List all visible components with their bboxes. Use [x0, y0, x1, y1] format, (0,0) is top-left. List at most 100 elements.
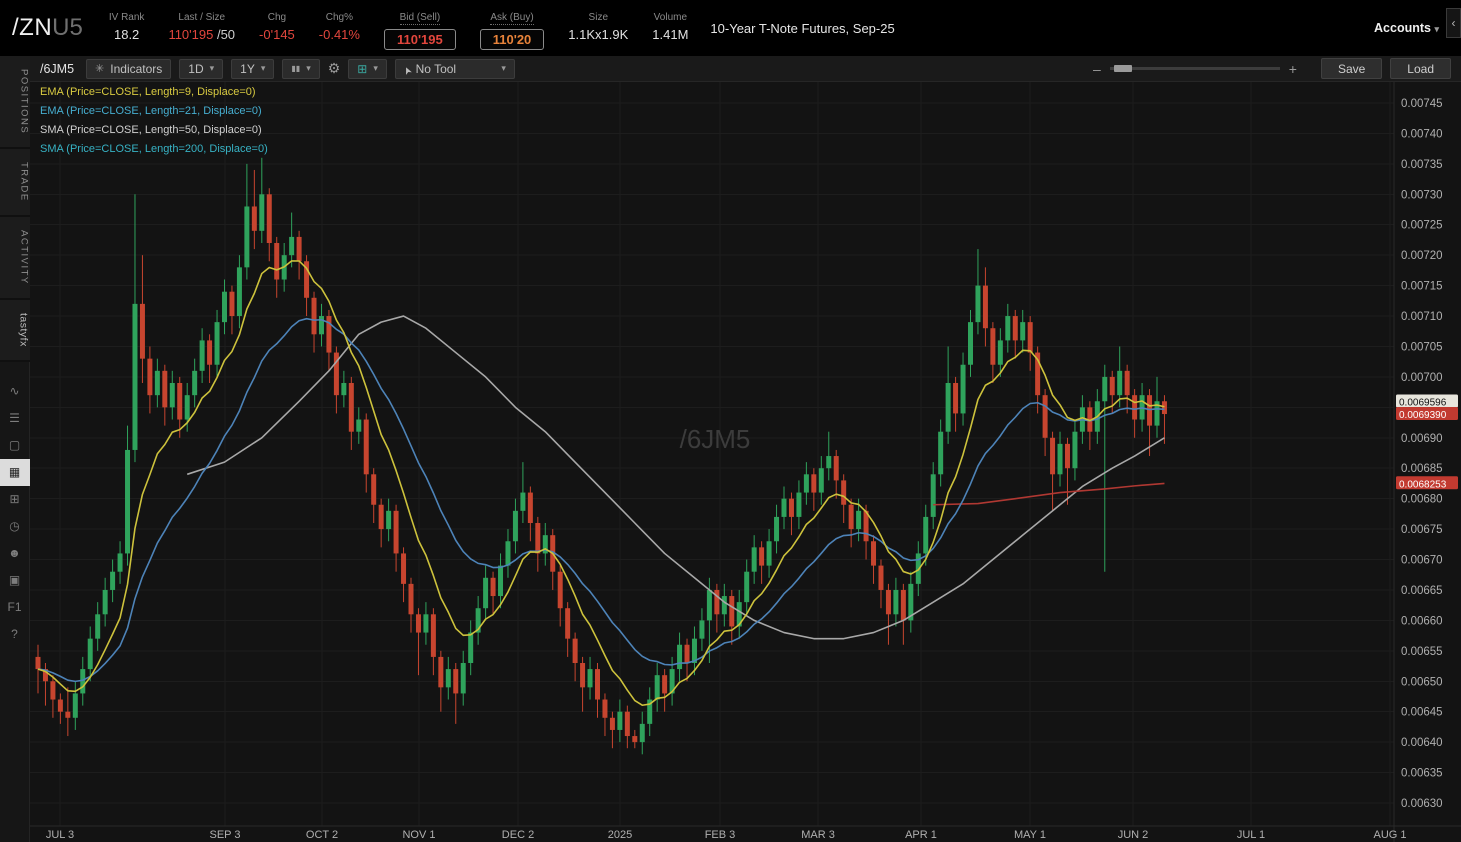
zoom-in-button[interactable]: + [1288, 60, 1297, 77]
price-tag-value: 0.0069596 [1399, 398, 1447, 409]
svg-text:0.00650: 0.00650 [1401, 676, 1443, 688]
bid-field: Bid (Sell) 110'195 [383, 6, 456, 50]
volume-label: Volume [653, 12, 688, 23]
svg-text:0.00670: 0.00670 [1401, 555, 1443, 567]
range-dropdown[interactable]: 1Y ▾ [231, 58, 275, 79]
size-field: Size 1.1Kx1.9K [568, 6, 628, 42]
active-chart-icon[interactable]: ▦ [0, 458, 30, 486]
collapse-right-panel-button[interactable]: ‹ [1446, 8, 1461, 38]
indicator-line [933, 482, 1165, 506]
sidebar-tab-tastyfx[interactable]: tastyfx [0, 299, 30, 362]
indicator-line [37, 317, 1165, 683]
platform-box-icon[interactable]: ▣ [8, 573, 21, 588]
chevron-down-icon: ▾ [373, 63, 378, 73]
price-chart[interactable]: /6JM5 0.00745 0.00740 0.00735 0.00730 0.00725… [30, 82, 1461, 842]
indicator-label[interactable]: EMA (Price=CLOSE, Length=21, Displace=0) [40, 105, 262, 117]
ask-field: Ask (Buy) 110'20 [479, 6, 545, 50]
svg-text:JUL 3: JUL 3 [46, 829, 74, 841]
svg-text:JUL 1: JUL 1 [1237, 829, 1265, 841]
svg-text:FEB 3: FEB 3 [705, 829, 736, 841]
svg-text:0.00630: 0.00630 [1401, 798, 1443, 810]
sidebar-tab-positions[interactable]: POSITIONS [0, 56, 30, 150]
header-right: Accounts ▾ [1374, 21, 1439, 35]
accounts-menu[interactable]: Accounts ▾ [1374, 21, 1439, 35]
svg-text:NOV 1: NOV 1 [402, 829, 435, 841]
quote-fields: IV Rank 18.2 Last / Size 110'195 /50 Chg… [108, 6, 688, 50]
price-axis[interactable]: 0.00745 0.00740 0.00735 0.00730 0.00725 0.007… [1401, 98, 1443, 810]
zoom-slider-handle[interactable] [1113, 65, 1132, 72]
volume-value: 1.41M [652, 27, 689, 42]
svg-text:0.00700: 0.00700 [1401, 372, 1443, 384]
chart-watermark: /6JM5 [680, 424, 751, 454]
svg-text:2025: 2025 [608, 829, 632, 841]
orders-icon[interactable]: ▢ [8, 438, 21, 453]
compare-grid-icon: ⊞ [357, 61, 368, 76]
chg-pct-field: Chg% -0.41% [319, 6, 360, 42]
iv-rank-label: IV Rank [108, 12, 145, 23]
help-icon[interactable]: ? [11, 627, 18, 642]
sidebar-tab-trade[interactable]: TRADE [0, 149, 30, 217]
zoom-out-button[interactable]: – [1092, 60, 1101, 77]
dashboard-icon[interactable]: ⊞ [9, 492, 20, 507]
symbol-title: /ZN U5 [12, 14, 83, 42]
last-trade-size: /50 [216, 27, 236, 42]
indicators-button[interactable]: ✳ Indicators [86, 58, 172, 79]
last-size-field: Last / Size 110'195 /50 [168, 6, 235, 42]
chevron-down-icon: ▾ [501, 63, 506, 73]
svg-text:0.00735: 0.00735 [1401, 159, 1443, 171]
svg-text:0.00730: 0.00730 [1401, 189, 1443, 201]
svg-text:0.00645: 0.00645 [1401, 707, 1443, 719]
f1-key-icon[interactable]: F1 [7, 600, 22, 615]
chg-pct-value: -0.41% [318, 27, 360, 42]
price-tag-value: 0.0068253 [1399, 479, 1447, 490]
indicator-label[interactable]: EMA (Price=CLOSE, Length=9, Displace=0) [40, 86, 256, 98]
chart-type-dropdown[interactable]: ▮▮ ▾ [282, 58, 320, 79]
load-button[interactable]: Load [1390, 58, 1451, 79]
indicator-star-icon: ✳ [95, 63, 105, 75]
left-sidebar: POSITIONS TRADE ACTIVITY tastyfx ∿ ☰ ▢ ▦ ⊞ ◷ ☻… [0, 56, 30, 842]
drawing-tool-dropdown[interactable]: ➤ No Tool ▾ [394, 58, 515, 79]
instrument-description: 10-Year T-Note Futures, Sep-25 [710, 20, 895, 36]
price-tag [1396, 394, 1458, 408]
svg-text:OCT 2: OCT 2 [306, 829, 338, 841]
chg-value: -0'145 [259, 27, 295, 42]
indicator-line [37, 260, 1165, 707]
svg-text:SEP 3: SEP 3 [210, 829, 241, 841]
zoom-slider[interactable] [1109, 65, 1280, 72]
chevron-down-icon: ▾ [209, 63, 215, 73]
svg-text:0.00635: 0.00635 [1401, 768, 1443, 780]
ask-button[interactable]: 110'20 [479, 29, 545, 50]
svg-text:0.00660: 0.00660 [1401, 615, 1443, 627]
period-dropdown[interactable]: 1D ▾ [179, 58, 224, 79]
volume-field: Volume 1.41M [652, 6, 688, 42]
chart-settings-gear-icon[interactable]: ⚙ [327, 60, 341, 76]
save-button[interactable]: Save [1320, 58, 1383, 79]
svg-text:0.00715: 0.00715 [1401, 281, 1443, 293]
indicator-label[interactable]: SMA (Price=CLOSE, Length=200, Displace=0… [40, 143, 268, 155]
sidebar-tab-activity[interactable]: ACTIVITY [0, 216, 30, 300]
cursor-pointer-icon: ➤ [401, 63, 415, 77]
ask-label: Ask (Buy) [490, 12, 534, 25]
bid-button[interactable]: 110'195 [383, 29, 456, 50]
svg-text:0.00725: 0.00725 [1401, 220, 1443, 232]
chart-symbol-input[interactable]: /6JM5 [40, 61, 75, 76]
zoom-control: – + [1093, 61, 1297, 77]
last-price: 110'195 [168, 27, 214, 42]
svg-text:0.00690: 0.00690 [1401, 433, 1443, 445]
compare-dropdown[interactable]: ⊞ ▾ [348, 58, 387, 79]
price-tag [1396, 407, 1458, 421]
indicator-label[interactable]: SMA (Price=CLOSE, Length=50, Displace=0) [40, 124, 262, 136]
chart-curve-icon[interactable]: ∿ [9, 384, 20, 399]
time-axis[interactable]: JUL 3 SEP 3 OCT 2 NOV 1 DEC 2 2025 FEB 3 MAR 3 A… [46, 829, 1407, 841]
chart-toolbar: /6JM5 ✳ Indicators 1D ▾ 1Y ▾ ▮▮ ▾ ⚙ ⊞ ▾ … [30, 56, 1461, 82]
history-clock-icon[interactable]: ◷ [9, 519, 20, 534]
svg-text:0.00675: 0.00675 [1401, 524, 1443, 536]
candlestick-type-icon: ▮▮ [291, 64, 301, 73]
svg-text:0.00665: 0.00665 [1401, 585, 1443, 597]
svg-text:JUN 2: JUN 2 [1118, 829, 1149, 841]
chevron-down-icon: ▾ [260, 63, 266, 73]
svg-text:0.00740: 0.00740 [1401, 128, 1443, 140]
follow-traders-icon[interactable]: ☻ [8, 546, 21, 561]
watchlist-icon[interactable]: ☰ [9, 411, 20, 426]
